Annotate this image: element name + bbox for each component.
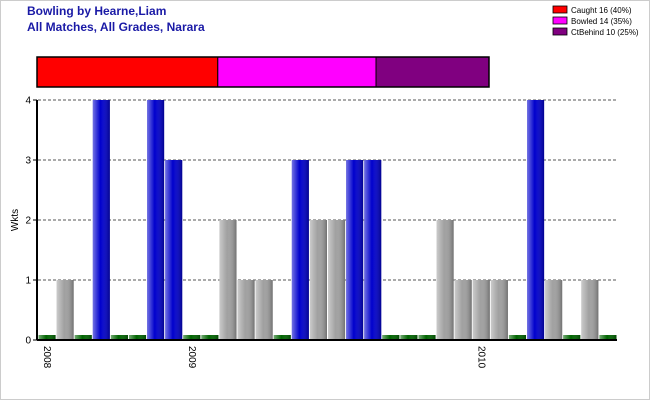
bar-shade [92,100,110,340]
x-tick-label: 2009 [186,346,197,369]
y-tick-label: 1 [25,276,31,287]
y-tick-label: 4 [25,96,31,107]
bar-shade [201,335,219,340]
bar-shade [273,335,291,340]
bar-shade [56,280,74,340]
bar-shade [599,335,617,340]
y-axis-label: Wkts [10,209,21,231]
bar-shade [38,335,56,340]
y-tick-label: 0 [25,336,31,347]
bar-shade [183,335,201,340]
bar-shade [382,335,400,340]
bar-shade [147,100,165,340]
bar-shade [472,280,490,340]
bar-shade [74,335,92,340]
bar-shade [291,160,309,340]
proportion-segment [36,56,219,88]
x-tick-label: 2008 [41,346,52,369]
bar-shade [328,220,346,340]
bar-shade [527,100,545,340]
bar-shade [490,280,508,340]
bar-shade [436,220,454,340]
bar-shade [581,280,599,340]
legend-label: Caught 16 (40%) [571,6,632,15]
proportion-segment [217,56,377,88]
chart-title: Bowling by Hearne,Liam [27,4,166,18]
bar-shade [545,280,563,340]
chart-subtitle: All Matches, All Grades, Narara [27,20,205,34]
bar-shade [110,335,128,340]
legend-swatch [552,16,568,25]
bar-shade [346,160,364,340]
proportion-frame [36,56,490,88]
bar-shade [400,335,418,340]
legend-swatch [552,5,568,14]
bar-shade [364,160,382,340]
bar-shade [165,160,183,340]
proportion-segment [375,56,490,88]
bar-shade [237,280,255,340]
bar-shade [418,335,436,340]
bar-shade [454,280,472,340]
bar-shade [128,335,147,340]
y-tick-label: 2 [25,216,31,227]
legend-label: Bowled 14 (35%) [571,17,632,26]
legend-swatch [552,27,568,36]
bar-shade [255,280,273,340]
bar-shade [219,220,237,340]
bar-shade [309,220,327,340]
bar-shade [508,335,527,340]
x-tick-label: 2010 [475,346,486,369]
bar-shade [563,335,581,340]
legend-label: CtBehind 10 (25%) [571,28,639,37]
y-tick-label: 3 [25,156,31,167]
